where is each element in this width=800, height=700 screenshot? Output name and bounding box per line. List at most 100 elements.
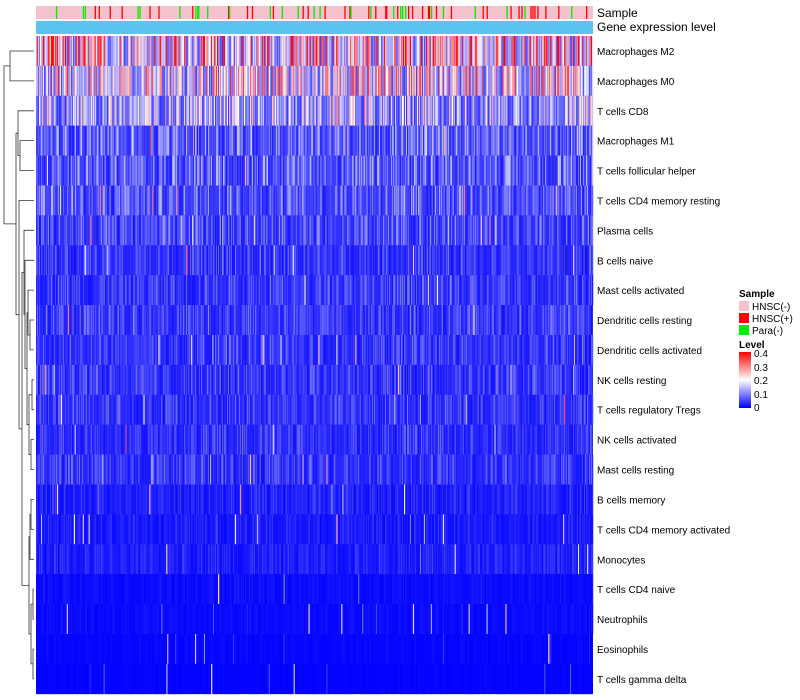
heatmap-cell [211,245,213,276]
heatmap-cell [377,335,379,366]
heatmap-cell [557,36,559,67]
heatmap-cell [450,65,453,97]
heatmap-cell [534,335,536,366]
heatmap-cell [288,65,290,97]
heatmap-cell [287,36,289,67]
heatmap-cell [425,185,428,216]
heatmap-cell [491,125,493,156]
heatmap-cell [361,215,363,246]
heatmap-cell [36,65,38,97]
heatmap-cell [246,155,249,186]
heatmap-cell [234,36,237,67]
heatmap-cell [495,155,497,186]
heatmap-cell [281,95,283,126]
heatmap-cell [385,65,387,97]
heatmap-cell [240,215,243,246]
heatmap-cell [69,275,72,306]
heatmap-cell [262,95,265,126]
heatmap-cell [213,275,215,306]
heatmap-cell [337,125,339,156]
heatmap-cell [478,155,480,186]
heatmap-cell [84,305,86,336]
heatmap-cell [308,305,310,336]
heatmap-cell [123,65,125,97]
heatmap-cell [62,155,65,186]
heatmap-cell [112,125,114,156]
heatmap-cell [185,65,187,97]
heatmap-cell [202,215,204,246]
heatmap-cell [170,275,172,306]
heatmap-cell [407,36,409,67]
heatmap-cell [204,95,206,126]
heatmap-cell [112,335,114,366]
heatmap-cell [188,155,190,186]
heatmap-cell [580,95,582,126]
heatmap-cell [217,65,219,97]
heatmap-cell [379,305,381,336]
heatmap-cell [138,36,140,67]
heatmap-cell [309,155,311,186]
heatmap-cell [509,245,511,276]
heatmap-cell [500,125,502,156]
heatmap-cell [87,36,89,67]
heatmap-cell [384,36,386,67]
heatmap-cell [222,305,224,336]
heatmap-cell [561,155,563,186]
heatmap-cell [189,335,191,366]
heatmap-cell [292,125,294,156]
heatmap-cell [538,155,540,186]
heatmap-cell [208,185,210,216]
heatmap-cell [269,185,271,216]
heatmap-cell [489,335,491,366]
heatmap-cell [100,95,102,126]
heatmap-cell [455,125,457,156]
heatmap-cell [106,185,108,216]
heatmap-cell [64,65,67,97]
heatmap-cell [572,245,574,276]
heatmap-cell [513,335,515,366]
heatmap-cell [469,95,471,126]
heatmap-cell [461,65,463,97]
heatmap-cell [248,36,251,67]
heatmap-cell [288,364,290,396]
heatmap-cell [568,185,570,216]
heatmap-cell [501,36,503,67]
heatmap-cell [336,155,338,186]
heatmap-cell [307,335,309,366]
heatmap-cell [214,335,216,366]
heatmap-cell [51,95,54,126]
heatmap-cell [40,215,43,246]
heatmap-cell [518,155,520,186]
heatmap-cell [166,155,168,186]
heatmap-cell [590,215,592,246]
heatmap-cell [124,36,126,67]
heatmap-cell [307,65,309,97]
heatmap-cell [518,245,520,276]
heatmap-cell [413,335,416,366]
heatmap-cell [486,95,488,126]
heatmap-cell [143,305,145,336]
heatmap-cell [207,155,209,186]
heatmap-cell [355,335,357,366]
heatmap-cell [161,275,163,306]
heatmap-cell [216,245,218,276]
heatmap-cell [269,335,271,366]
heatmap-cell [96,125,98,156]
heatmap-cell [557,335,559,366]
heatmap-cell [127,185,129,216]
heatmap-cell [242,155,245,186]
heatmap-cell [550,36,552,67]
heatmap-cell [495,125,497,156]
heatmap-cell [496,125,498,156]
heatmap-cell [324,95,326,126]
heatmap-cell [114,275,116,306]
heatmap-cell [584,245,586,276]
heatmap-cell [133,305,135,336]
heatmap-cell [366,305,368,336]
heatmap-cell [351,335,353,366]
heatmap-cell [107,185,109,216]
heatmap-cell [250,364,253,396]
heatmap-cell [59,364,62,396]
heatmap-cell [237,65,240,97]
heatmap-cell [126,36,128,67]
